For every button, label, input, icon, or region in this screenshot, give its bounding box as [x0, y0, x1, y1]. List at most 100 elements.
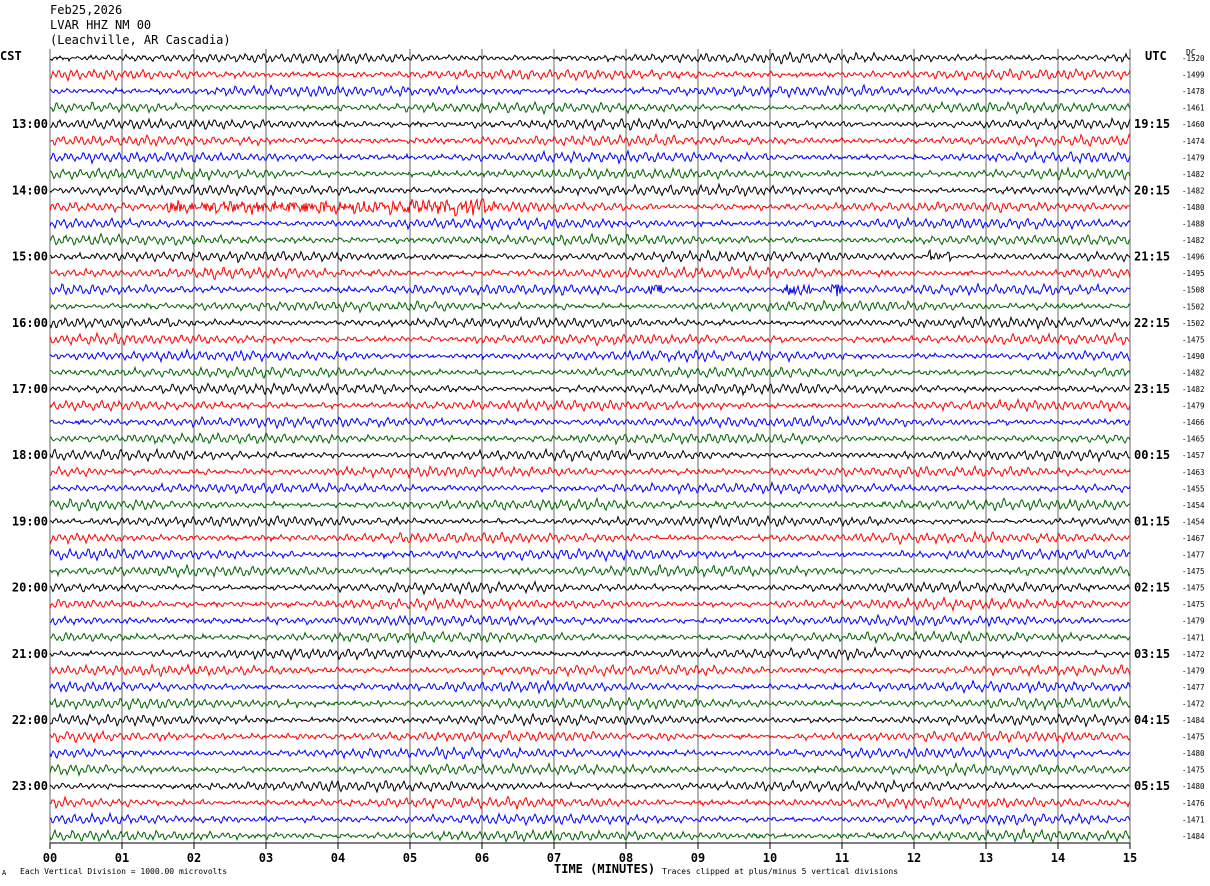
utc-hour-label: 22:15: [1134, 316, 1170, 330]
station-location: (Leachville, AR Cascadia): [50, 33, 231, 47]
seismic-trace: [49, 514, 1131, 530]
seismic-trace: [49, 481, 1131, 496]
dc-offset-label: -1479: [1182, 617, 1205, 626]
seismic-trace: [49, 595, 1131, 613]
utc-hour-label: 19:15: [1134, 117, 1170, 131]
cst-hour-label: 23:00: [12, 779, 48, 793]
seismic-trace: [49, 579, 1131, 596]
dc-offset-label: -1478: [1182, 87, 1205, 96]
seismic-trace: [49, 613, 1131, 628]
x-tick-label: 03: [259, 851, 273, 865]
cst-hour-label: 16:00: [12, 316, 48, 330]
cst-hour-label: 21:00: [12, 647, 48, 661]
seismic-trace: [49, 197, 1131, 217]
seismic-trace: [49, 745, 1131, 760]
dc-offset-label: -1480: [1182, 203, 1205, 212]
dc-offset-label: -1471: [1182, 815, 1205, 824]
seismic-trace: [49, 100, 1131, 116]
dc-offset-label: -1508: [1182, 286, 1205, 295]
x-tick-label: 14: [1051, 851, 1065, 865]
x-tick-label: 13: [979, 851, 993, 865]
seismic-trace: [49, 679, 1131, 695]
dc-offset-label: -1475: [1182, 567, 1205, 576]
dc-offset-label: -1454: [1182, 517, 1205, 526]
seismic-trace: [49, 563, 1131, 579]
seismic-trace: [49, 663, 1131, 678]
time-gridlines: [49, 49, 1131, 849]
x-tick-label: 09: [691, 851, 705, 865]
seismic-trace: [49, 646, 1131, 662]
dc-offset-label: -1495: [1182, 269, 1205, 278]
seismic-trace: [49, 348, 1131, 364]
seismic-trace: [49, 496, 1131, 512]
utc-hour-label: 03:15: [1134, 647, 1170, 661]
utc-hour-label: 20:15: [1134, 183, 1170, 197]
utc-hour-label: 04:15: [1134, 713, 1170, 727]
cst-hour-label: 17:00: [12, 382, 48, 396]
dc-offset-label: -1475: [1182, 335, 1205, 344]
left-timezone-label: CST: [0, 49, 22, 63]
x-tick-label: 05: [403, 851, 417, 865]
seismic-trace: [49, 182, 1131, 198]
dc-offset-label: -1482: [1182, 385, 1205, 394]
x-tick-label: 02: [187, 851, 201, 865]
seismic-trace: [49, 216, 1131, 232]
seismic-trace: [49, 761, 1131, 778]
x-tick-label: 07: [547, 851, 561, 865]
seismic-trace: [49, 148, 1131, 166]
seismic-trace: [49, 83, 1131, 99]
seismic-trace: [49, 264, 1131, 281]
seismic-trace: [49, 248, 1131, 264]
utc-hour-label: 23:15: [1134, 382, 1170, 396]
x-tick-label: 10: [763, 851, 777, 865]
x-tick-label: 06: [475, 851, 489, 865]
cst-hour-label: 14:00: [12, 183, 48, 197]
seismic-trace: [49, 414, 1131, 430]
x-tick-label: 04: [331, 851, 345, 865]
cst-hour-label: 20:00: [12, 581, 48, 595]
dc-offset-label: -1499: [1182, 71, 1205, 80]
x-tick-label: 15: [1123, 851, 1137, 865]
dc-offset-label: -1477: [1182, 551, 1205, 560]
dc-offset-label: -1455: [1182, 484, 1205, 493]
dc-offset-label: -1476: [1182, 799, 1205, 808]
dc-offset-label: -1479: [1182, 153, 1205, 162]
dc-offset-label: -1484: [1182, 832, 1205, 841]
dc-offset-label: -1496: [1182, 253, 1205, 262]
dc-offset-label: -1502: [1182, 319, 1205, 328]
dc-offset-label: -1488: [1182, 220, 1205, 229]
dc-offset-label: -1463: [1182, 468, 1205, 477]
seismic-traces: [49, 51, 1131, 844]
dc-offset-label: -1475: [1182, 766, 1205, 775]
utc-hour-label: 05:15: [1134, 779, 1170, 793]
seismic-trace: [49, 795, 1131, 811]
seismic-trace: [49, 299, 1131, 314]
seismic-trace: [49, 133, 1131, 148]
dc-offset-label: -1471: [1182, 633, 1205, 642]
dc-offset-label: -1474: [1182, 137, 1205, 146]
seismic-trace: [49, 166, 1131, 182]
dc-offset-label: -1460: [1182, 120, 1205, 129]
seismic-trace: [49, 431, 1131, 446]
corner-mark: A: [2, 869, 7, 877]
seismic-trace: [49, 778, 1131, 794]
x-tick-label: 00: [43, 851, 57, 865]
seismic-trace: [49, 547, 1131, 563]
seismic-trace: [49, 51, 1131, 65]
dc-offset-label: -1479: [1182, 402, 1205, 411]
utc-hour-label: 21:15: [1134, 250, 1170, 264]
seismic-trace: [49, 811, 1131, 827]
dc-offset-label: -1466: [1182, 418, 1205, 427]
seismic-trace: [49, 232, 1131, 247]
dc-offset-label: -1479: [1182, 666, 1205, 675]
dc-offset-label: -1502: [1182, 302, 1205, 311]
axis-labels: 00 01 02 03 04 05 06 07 08 09 10 11 12 13 14 15 -1520 -14…: [12, 54, 1205, 865]
seismic-trace: [49, 464, 1131, 480]
seismic-trace: [50, 116, 1131, 132]
seismic-trace: [49, 282, 1131, 297]
cst-hour-label: 18:00: [12, 448, 48, 462]
dc-offset-label: -1477: [1182, 683, 1205, 692]
dc-offset-label: -1490: [1182, 352, 1205, 361]
seismic-trace: [49, 712, 1131, 728]
